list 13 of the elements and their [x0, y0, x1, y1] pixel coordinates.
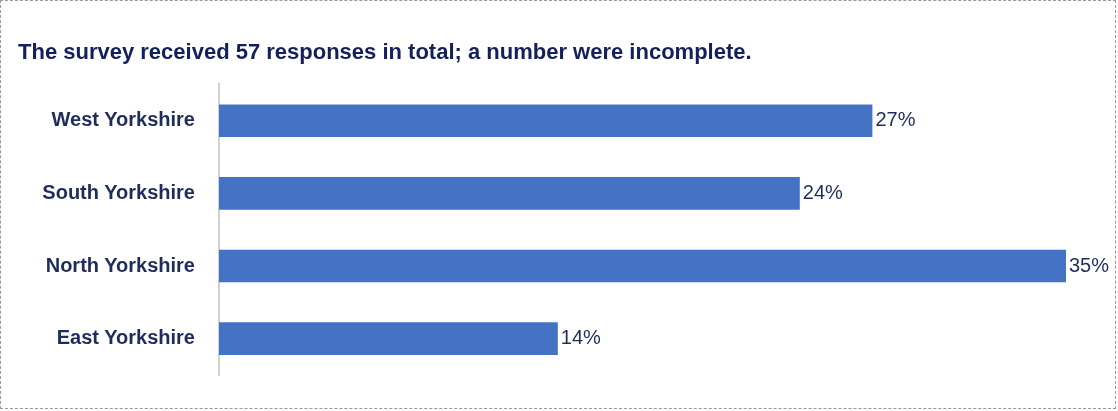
data-label: 14%	[560, 326, 602, 349]
chart-title: The survey received 57 responses in total; a number were incomplete.	[18, 39, 752, 65]
bar	[218, 249, 1066, 283]
y-tick-label: North Yorkshire	[45, 253, 195, 276]
bar	[218, 104, 873, 138]
data-label: 27%	[875, 108, 916, 131]
y-tick-label: East Yorkshire	[56, 326, 195, 349]
data-label: 24%	[802, 180, 844, 203]
bar	[218, 322, 558, 356]
y-tick-label: West Yorkshire	[51, 108, 195, 131]
data-label: 35%	[1069, 253, 1110, 276]
bar	[218, 177, 800, 210]
y-tick-label: South Yorkshire	[42, 180, 195, 203]
